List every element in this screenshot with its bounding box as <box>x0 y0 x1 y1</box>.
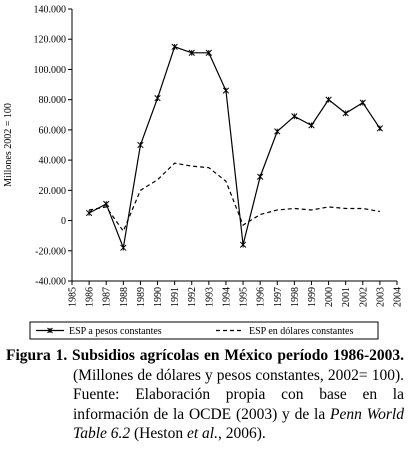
legend-label: ESP a pesos constantes <box>69 326 162 337</box>
point-marker <box>171 43 178 50</box>
point-marker <box>137 141 144 149</box>
caption-text: (Heston <box>134 425 184 442</box>
x-tick-label: 1993 <box>204 287 215 307</box>
x-tick-label: 1987 <box>102 287 113 307</box>
y-tick-label: 0 <box>61 216 66 227</box>
caption-italic: et al. <box>186 425 218 442</box>
point-marker <box>239 241 247 248</box>
x-tick-label: 1999 <box>307 287 318 307</box>
point-marker <box>325 96 332 103</box>
x-tick-label: 2001 <box>341 287 352 307</box>
x-tick-label: 1986 <box>85 287 96 307</box>
x-tick-label: 2004 <box>393 287 404 307</box>
y-tick-label: 120.000 <box>34 35 67 46</box>
point-marker <box>376 125 384 132</box>
x-tick-label: 2000 <box>324 287 335 307</box>
x-tick-label: 1991 <box>170 287 181 307</box>
y-tick-label: 100.000 <box>34 65 67 76</box>
caption-text: , 2006). <box>217 425 266 442</box>
chart: Millones 2002 = 100 -40.000 -20.000 0 20.00… <box>3 5 404 340</box>
y-tick-label: -40.000 <box>35 277 66 288</box>
y-tick-label: 60.000 <box>39 125 67 136</box>
point-marker <box>154 95 161 102</box>
series-line <box>89 162 380 233</box>
point-marker <box>359 99 366 106</box>
point-marker <box>205 49 212 56</box>
x-tick-label: 1990 <box>153 287 164 307</box>
point-marker <box>85 209 93 217</box>
point-marker <box>291 113 298 120</box>
y-tick-label: 20.000 <box>39 186 67 197</box>
caption-italic: Penn World Table 6.2 <box>73 405 404 443</box>
y-tick-label: -20.000 <box>35 246 66 257</box>
point-marker <box>257 173 264 180</box>
point-marker <box>188 49 195 56</box>
x-tick-label: 1989 <box>136 287 147 307</box>
legend-marker <box>47 327 53 334</box>
x-tick-label: 1988 <box>119 287 130 307</box>
x-tick-label: 1997 <box>273 287 284 307</box>
x-tick-label: 1994 <box>221 287 232 307</box>
point-marker <box>342 110 349 117</box>
x-tick-label: 1985 <box>68 287 79 307</box>
y-tick-label: 80.000 <box>39 95 67 106</box>
x-tick-label: 1992 <box>187 287 198 307</box>
point-marker <box>120 244 127 251</box>
x-tick-label: 1995 <box>239 287 250 307</box>
x-tick-label: 1996 <box>256 287 267 307</box>
point-marker <box>274 128 281 135</box>
point-marker <box>103 200 110 208</box>
y-axis-label: Millones 2002 = 100 <box>3 103 14 187</box>
series-line <box>88 46 381 251</box>
point-marker <box>308 122 315 129</box>
y-tick-label: 40.000 <box>39 156 67 167</box>
x-tick-label: 2002 <box>358 287 369 307</box>
y-tick-label: 140.000 <box>34 5 67 16</box>
caption-label: Figura 1. <box>6 347 68 364</box>
caption: Figura 1. Subsidios agrícolas en México … <box>6 346 404 444</box>
caption-text: (Millones de dólares y pesos constantes,… <box>73 366 404 423</box>
legend-label: ESP en dólares constantes <box>249 326 353 337</box>
legend-box <box>29 321 379 340</box>
caption-title: Subsidios agrícolas en México período 19… <box>72 347 404 364</box>
x-tick-label: 2003 <box>375 287 386 307</box>
x-tick-label: 1998 <box>290 287 301 307</box>
point-marker <box>222 87 230 94</box>
